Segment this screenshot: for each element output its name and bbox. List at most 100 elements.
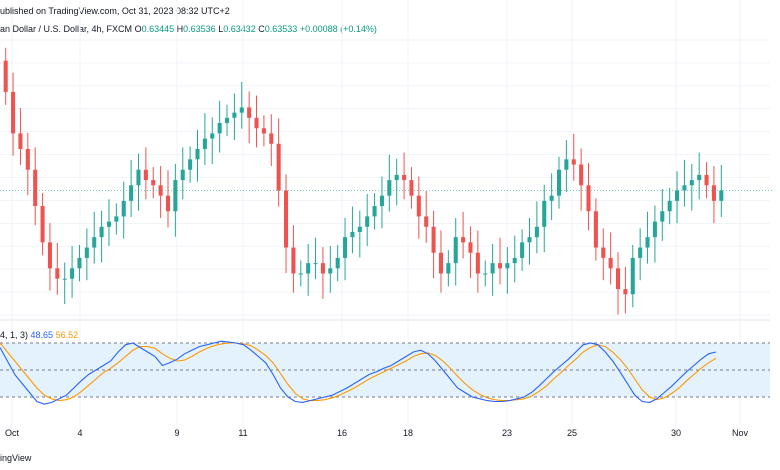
x-axis-label: 30 bbox=[671, 428, 681, 438]
candle-down bbox=[586, 185, 591, 212]
oscillator-legend: 4, 1, 3) 48.65 56.52 bbox=[0, 330, 78, 340]
candle-up bbox=[372, 206, 377, 217]
candle-down bbox=[601, 247, 606, 258]
x-axis: Oct 4 9 11 16 18 23 25 30 Nov bbox=[5, 428, 749, 438]
candle-up bbox=[350, 231, 355, 238]
candle-down bbox=[18, 133, 23, 149]
candle-up bbox=[682, 185, 687, 191]
candle-up bbox=[136, 169, 141, 186]
candle-up bbox=[173, 180, 178, 212]
x-axis-label: 11 bbox=[238, 428, 247, 438]
candle-up bbox=[232, 112, 237, 118]
candle-down bbox=[497, 263, 503, 269]
candle-up bbox=[645, 237, 650, 248]
candle-down bbox=[254, 117, 259, 129]
candle-up bbox=[490, 263, 495, 274]
x-axis-label: 4 bbox=[77, 428, 82, 438]
candles bbox=[0, 47, 772, 315]
candle-up bbox=[62, 278, 67, 280]
candle-down bbox=[40, 206, 45, 243]
candle-up bbox=[84, 247, 89, 258]
candle-up bbox=[556, 169, 562, 196]
candle-up bbox=[719, 190, 724, 201]
x-axis-label: 25 bbox=[567, 428, 577, 438]
candle-up bbox=[564, 159, 569, 170]
candle-down bbox=[593, 211, 598, 248]
change-value: +0.00088 (+0.14%) bbox=[299, 24, 377, 34]
candle-down bbox=[284, 190, 289, 248]
h-value: 0.63536 bbox=[183, 24, 216, 34]
candle-down bbox=[3, 60, 8, 92]
candle-up bbox=[660, 211, 665, 222]
symbol-legend: an Dollar / U.S. Dollar, 4h, FXCM O0.634… bbox=[0, 24, 377, 34]
x-axis-label: 9 bbox=[174, 428, 179, 438]
tradingview-brand: ingView bbox=[0, 453, 32, 463]
c-label: C bbox=[258, 24, 265, 34]
candle-up bbox=[534, 226, 539, 238]
candle-down bbox=[165, 195, 171, 212]
candle-up bbox=[210, 133, 215, 139]
candle-down bbox=[461, 237, 466, 243]
candle-down bbox=[409, 180, 414, 196]
symbol-name: an Dollar / U.S. Dollar, 4h, FXCM bbox=[0, 24, 133, 34]
x-axis-label: 16 bbox=[337, 428, 347, 438]
oscillator-panel bbox=[0, 340, 770, 405]
c-value: 0.63533 bbox=[264, 24, 298, 34]
candle-up bbox=[505, 263, 510, 269]
x-axis-label: Nov bbox=[732, 428, 749, 438]
candle-up bbox=[379, 195, 384, 207]
d-value: 56.52 bbox=[55, 330, 79, 340]
candle-down bbox=[468, 242, 473, 253]
l-label: L bbox=[218, 24, 224, 34]
candle-up bbox=[188, 159, 193, 170]
candle-down bbox=[276, 143, 281, 191]
candle-up bbox=[689, 180, 694, 186]
candle-up bbox=[217, 123, 222, 134]
candle-down bbox=[261, 128, 266, 134]
candle-down bbox=[711, 185, 716, 201]
candle-down bbox=[11, 91, 16, 134]
candle-up bbox=[313, 263, 318, 265]
h-label: H bbox=[176, 24, 184, 34]
candle-up bbox=[195, 148, 200, 160]
candle-up bbox=[106, 221, 112, 227]
candle-up bbox=[446, 263, 451, 274]
candle-down bbox=[402, 174, 407, 181]
candle-up bbox=[483, 273, 488, 275]
candle-up bbox=[630, 257, 635, 295]
candle-up bbox=[638, 247, 643, 258]
o-value: 0.63445 bbox=[141, 24, 175, 34]
candle-up bbox=[365, 216, 370, 227]
candle-down bbox=[475, 252, 480, 274]
candle-up bbox=[394, 174, 399, 181]
candle-up bbox=[343, 237, 348, 258]
candle-up bbox=[92, 237, 97, 248]
candle-down bbox=[431, 226, 436, 253]
candle-down bbox=[55, 268, 60, 279]
candle-down bbox=[615, 268, 621, 290]
candle-down bbox=[623, 289, 628, 295]
stoch-k-line bbox=[0, 340, 717, 405]
candle-down bbox=[291, 247, 296, 274]
l-value: 0.63432 bbox=[223, 24, 256, 34]
candle-up bbox=[357, 226, 362, 232]
candle-down bbox=[33, 169, 38, 207]
candle-down bbox=[579, 164, 584, 186]
x-axis-label: 18 bbox=[403, 428, 413, 438]
candle-down bbox=[247, 107, 252, 118]
candle-up bbox=[224, 117, 230, 124]
candle-up bbox=[667, 200, 672, 212]
candle-up bbox=[520, 242, 525, 258]
candle-down bbox=[158, 185, 163, 196]
candle-up bbox=[129, 185, 134, 201]
candle-up bbox=[675, 190, 680, 201]
price-axis-bg bbox=[772, 0, 780, 470]
candle-down bbox=[269, 133, 274, 144]
candle-up bbox=[387, 180, 392, 196]
candle-up bbox=[99, 226, 104, 238]
candle-up bbox=[114, 216, 119, 222]
published-header: ublished on TradingView.com, Oct 31, 202… bbox=[0, 6, 230, 16]
candle-down bbox=[438, 252, 443, 274]
stoch-d-line bbox=[0, 342, 717, 402]
